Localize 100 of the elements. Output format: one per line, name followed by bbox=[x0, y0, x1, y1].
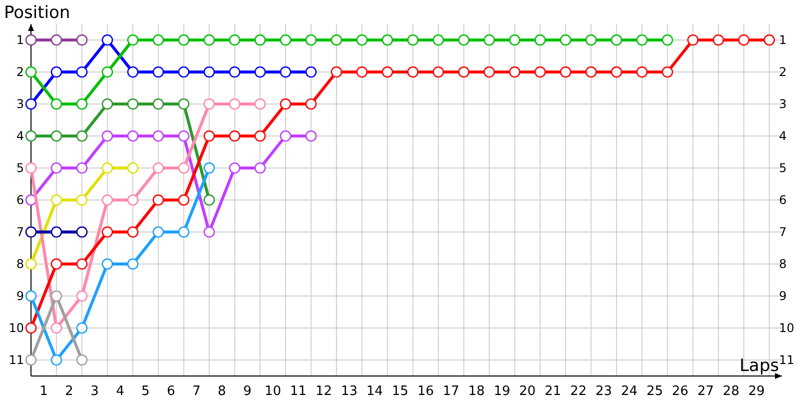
point bbox=[50, 354, 62, 366]
point bbox=[229, 162, 240, 174]
point bbox=[178, 194, 190, 206]
x-tick-label: 23 bbox=[596, 384, 612, 399]
point bbox=[152, 66, 164, 78]
x-axis-title: Laps bbox=[739, 356, 780, 376]
point bbox=[280, 34, 292, 46]
point bbox=[127, 98, 138, 110]
point bbox=[102, 258, 114, 270]
point bbox=[280, 98, 292, 110]
point bbox=[76, 322, 88, 334]
point bbox=[127, 66, 138, 78]
point bbox=[764, 34, 775, 46]
x-tick-label: 15 bbox=[392, 384, 408, 399]
point bbox=[152, 98, 164, 110]
point bbox=[229, 130, 240, 142]
x-tick-label: 3 bbox=[90, 384, 99, 399]
point bbox=[76, 130, 88, 142]
y2-tick-label: 11 bbox=[779, 353, 794, 368]
point bbox=[152, 34, 164, 46]
y-tick-label: 8 bbox=[16, 257, 24, 272]
point bbox=[330, 34, 342, 46]
point bbox=[254, 162, 266, 174]
point bbox=[152, 194, 164, 206]
point bbox=[102, 162, 114, 174]
point bbox=[229, 66, 240, 78]
x-tick-label: 17 bbox=[442, 384, 460, 399]
point bbox=[636, 66, 648, 78]
point bbox=[560, 66, 572, 78]
y-tick-label: 5 bbox=[16, 161, 24, 176]
y2-tick-label: 5 bbox=[779, 161, 787, 176]
y-tick-label: 3 bbox=[16, 97, 24, 112]
x-tick-label: 8 bbox=[218, 384, 226, 399]
point bbox=[484, 34, 495, 46]
point bbox=[102, 194, 114, 206]
y2-tick-label: 8 bbox=[779, 257, 787, 272]
point bbox=[152, 130, 164, 142]
point bbox=[76, 290, 88, 302]
x-tick-label: 7 bbox=[192, 384, 201, 399]
point bbox=[102, 34, 114, 46]
point bbox=[127, 226, 138, 238]
point bbox=[76, 34, 88, 46]
point bbox=[687, 34, 699, 46]
x-tick-label: 21 bbox=[544, 384, 562, 399]
point bbox=[76, 66, 88, 78]
point bbox=[50, 194, 62, 206]
x-tick-label: 12 bbox=[315, 384, 332, 399]
point bbox=[636, 34, 648, 46]
point bbox=[76, 162, 88, 174]
y-tick-label: 9 bbox=[16, 289, 24, 304]
point bbox=[229, 34, 240, 46]
x-tick-label: 29 bbox=[748, 384, 765, 399]
x-tick-label: 4 bbox=[116, 384, 124, 399]
point bbox=[25, 354, 37, 366]
y2-tick-label: 9 bbox=[779, 289, 787, 304]
x-tick-label: 18 bbox=[468, 384, 485, 399]
y-tick-label: 2 bbox=[16, 65, 24, 80]
x-tick-label: 1 bbox=[40, 384, 48, 399]
point bbox=[534, 66, 546, 78]
point bbox=[432, 66, 444, 78]
point bbox=[50, 258, 62, 270]
point bbox=[560, 34, 572, 46]
y-axis-title: Position bbox=[4, 3, 70, 23]
y2-tick-label: 1 bbox=[779, 33, 787, 48]
point bbox=[178, 66, 190, 78]
point bbox=[229, 98, 240, 110]
point bbox=[407, 34, 419, 46]
point bbox=[152, 226, 164, 238]
point bbox=[102, 66, 114, 78]
point bbox=[25, 34, 37, 46]
point bbox=[127, 194, 138, 206]
point bbox=[458, 66, 470, 78]
y-tick-label: 10 bbox=[8, 321, 24, 336]
point bbox=[50, 162, 62, 174]
point bbox=[178, 34, 190, 46]
point bbox=[204, 194, 215, 206]
point bbox=[712, 34, 724, 46]
x-tick-label: 11 bbox=[290, 384, 307, 399]
point bbox=[330, 66, 342, 78]
point bbox=[204, 130, 215, 142]
point bbox=[25, 130, 37, 142]
point bbox=[25, 290, 37, 302]
point bbox=[76, 98, 88, 110]
point bbox=[305, 98, 317, 110]
point bbox=[25, 226, 37, 238]
point bbox=[50, 322, 62, 334]
point bbox=[738, 34, 750, 46]
x-tick-label: 28 bbox=[722, 384, 740, 399]
point bbox=[432, 34, 444, 46]
y-tick-label: 1 bbox=[16, 33, 24, 48]
point bbox=[662, 66, 674, 78]
point bbox=[178, 130, 190, 142]
point bbox=[280, 130, 292, 142]
point bbox=[50, 66, 62, 78]
point bbox=[178, 162, 190, 174]
point bbox=[25, 98, 37, 110]
point bbox=[662, 34, 674, 46]
point bbox=[356, 34, 368, 46]
y2-tick-label: 7 bbox=[779, 225, 787, 240]
point bbox=[280, 66, 292, 78]
